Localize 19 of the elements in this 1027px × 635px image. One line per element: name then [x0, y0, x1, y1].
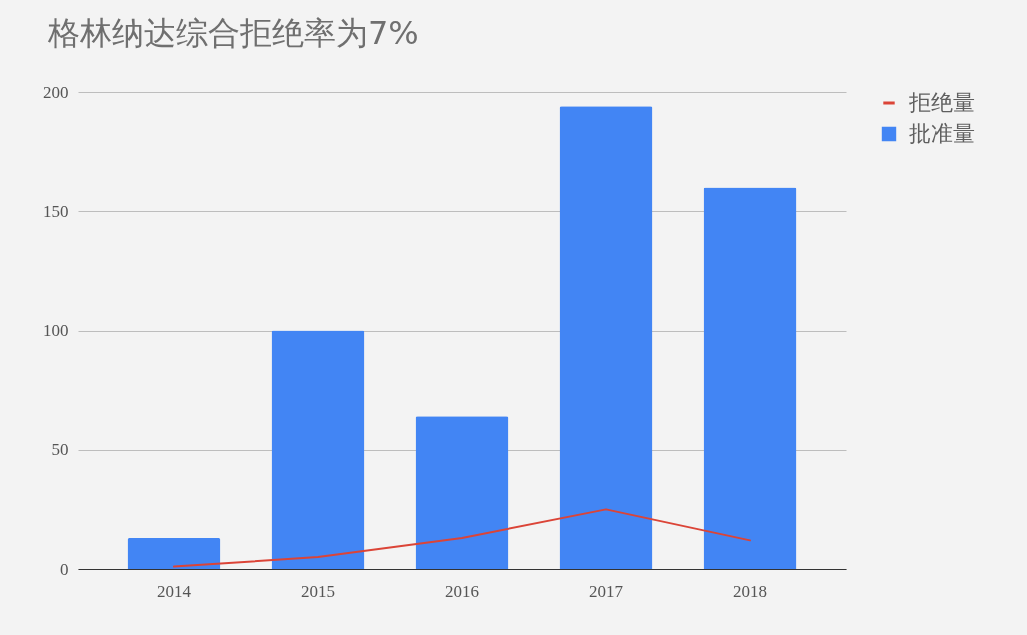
x-tick-label: 2017 — [589, 581, 624, 601]
x-tick-label: 2016 — [445, 581, 479, 601]
bar — [127, 538, 221, 569]
chart-title: 格林纳达综合拒绝率为7% — [47, 14, 419, 52]
line-series — [172, 508, 752, 568]
legend-label: 批准量 — [909, 121, 975, 146]
bar — [415, 416, 509, 569]
x-tick-label: 2018 — [733, 581, 768, 601]
y-tick-label: 50 — [51, 440, 69, 460]
y-tick-label: 200 — [43, 82, 69, 102]
x-tick-label: 2014 — [156, 581, 192, 601]
bar — [271, 330, 365, 569]
y-tick-label: 150 — [43, 201, 69, 221]
legend-label: 拒绝量 — [908, 90, 975, 115]
bar — [703, 187, 797, 569]
bar — [559, 106, 653, 569]
x-tick-label: 2015 — [300, 581, 335, 601]
y-tick-label: 0 — [60, 559, 69, 579]
y-tick-label: 100 — [43, 321, 69, 340]
